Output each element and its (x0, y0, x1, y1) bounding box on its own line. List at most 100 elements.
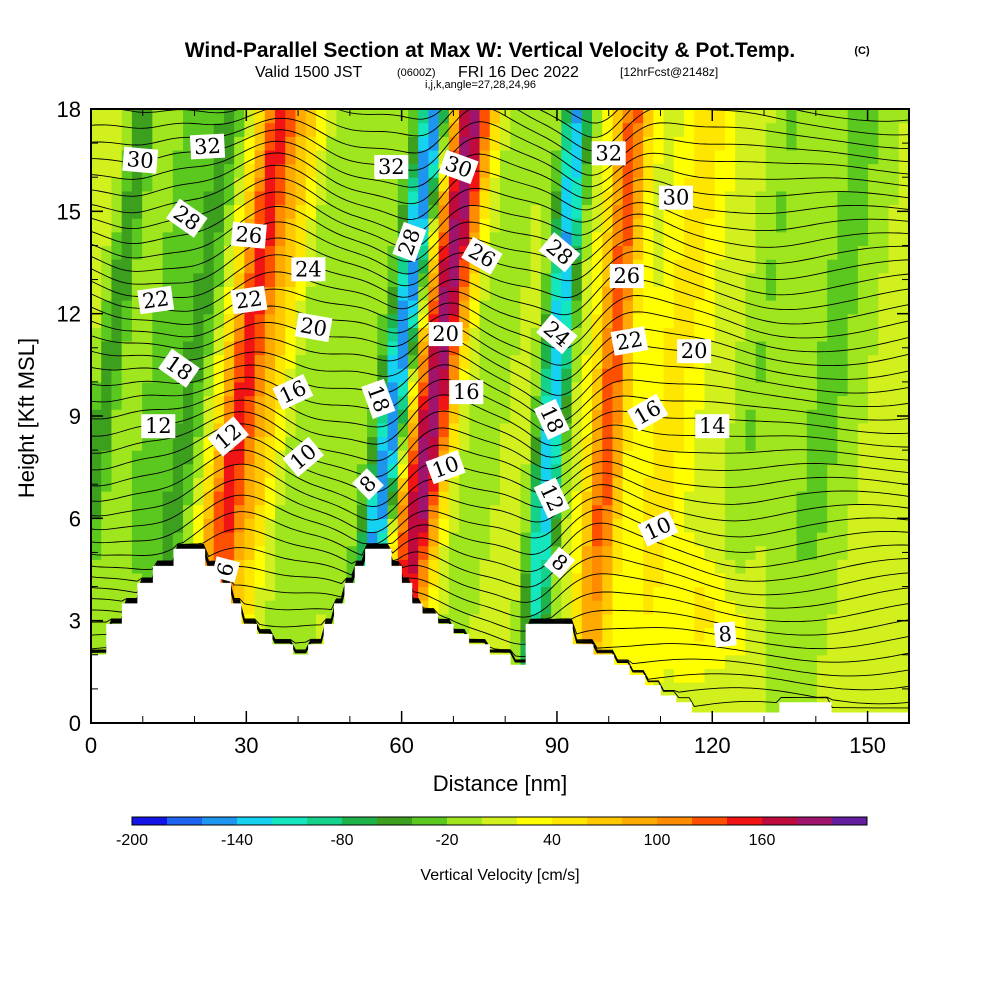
velocity-cell (776, 395, 787, 410)
velocity-cell (397, 327, 409, 342)
velocity-cell (397, 422, 409, 438)
velocity-cell (765, 122, 777, 137)
velocity-cell (101, 327, 113, 342)
velocity-cell (510, 245, 522, 260)
velocity-cell (827, 259, 839, 274)
velocity-cell (878, 477, 890, 492)
velocity-cell (653, 109, 665, 124)
velocity-cell (673, 313, 685, 328)
velocity-cell (581, 272, 593, 287)
velocity-cell (479, 354, 491, 369)
velocity-cell (632, 613, 644, 629)
velocity-cell (111, 109, 123, 124)
velocity-cell (234, 450, 245, 465)
velocity-cell (356, 327, 368, 342)
velocity-cell (898, 190, 909, 206)
velocity-cell (796, 395, 808, 410)
velocity-cell (244, 450, 256, 465)
velocity-cell (571, 463, 583, 478)
velocity-cell (847, 409, 859, 424)
velocity-cell (142, 531, 153, 547)
velocity-cell (428, 190, 440, 206)
velocity-cell (397, 177, 409, 192)
velocity-cell (643, 190, 654, 206)
velocity-cell (367, 463, 378, 478)
velocity-cell (796, 613, 808, 629)
velocity-cell (643, 259, 654, 274)
velocity-cell (530, 204, 542, 219)
velocity-cell (663, 450, 675, 465)
velocity-cell (510, 545, 522, 560)
velocity-cell (142, 518, 153, 533)
velocity-cell (530, 286, 542, 301)
velocity-cell (796, 231, 808, 247)
isentrope-line (91, 121, 909, 176)
velocity-cell (898, 491, 909, 506)
velocity-cell (847, 163, 859, 178)
velocity-cell (407, 313, 419, 328)
velocity-cell (448, 122, 460, 137)
velocity-cell (152, 504, 164, 519)
velocity-cell (500, 477, 511, 492)
velocity-cell (295, 545, 307, 560)
velocity-cell (745, 313, 757, 328)
velocity-cell (520, 422, 532, 438)
contour-label: 14 (695, 414, 730, 439)
velocity-cell (131, 177, 143, 192)
velocity-cell (878, 231, 890, 247)
velocity-cell (837, 327, 849, 342)
contour-label-bg (137, 285, 175, 315)
velocity-cell (898, 518, 909, 533)
velocity-cell (489, 545, 501, 560)
velocity-cell (724, 340, 736, 356)
velocity-cell (571, 600, 583, 615)
velocity-cell (152, 368, 164, 383)
velocity-cell (111, 190, 123, 206)
velocity-cell (438, 600, 450, 615)
velocity-cell (755, 518, 767, 533)
velocity-cell (735, 409, 747, 424)
velocity-cell (438, 422, 450, 438)
velocity-cell (131, 450, 143, 465)
velocity-cell (796, 381, 808, 397)
velocity-cell (418, 122, 430, 137)
velocity-cell (724, 272, 736, 287)
velocity-cell (602, 190, 614, 206)
velocity-cell (530, 177, 542, 192)
velocity-cell (898, 177, 909, 192)
velocity-cell (806, 272, 818, 287)
velocity-cell (244, 149, 256, 165)
velocity-cell (223, 518, 235, 533)
velocity-cell (346, 559, 358, 574)
velocity-cell (714, 354, 726, 369)
velocity-cell (387, 354, 399, 369)
velocity-cell (315, 613, 327, 629)
velocity-cell (602, 368, 614, 383)
velocity-cell (571, 204, 583, 219)
velocity-cell (571, 531, 583, 547)
velocity-cell (305, 477, 317, 492)
velocity-cell (469, 545, 481, 560)
velocity-cell (489, 627, 501, 642)
velocity-cell (878, 504, 890, 519)
velocity-cell (878, 109, 890, 124)
velocity-cell (377, 409, 389, 424)
velocity-cell (694, 613, 706, 629)
velocity-cell (101, 109, 113, 124)
velocity-cell (510, 231, 522, 247)
velocity-cell (694, 272, 706, 287)
velocity-cell (632, 463, 644, 478)
velocity-cell (285, 368, 297, 383)
velocity-cell (592, 436, 603, 451)
velocity-cell (776, 327, 787, 342)
velocity-cell (551, 163, 562, 178)
velocity-cell (234, 327, 245, 342)
velocity-cell (673, 572, 685, 588)
velocity-cell (183, 409, 194, 424)
contour-label-bg (626, 393, 669, 432)
velocity-cell (131, 313, 143, 328)
velocity-cell (704, 436, 716, 451)
velocity-cell (91, 395, 102, 410)
velocity-cell (684, 654, 695, 670)
velocity-cell (346, 259, 358, 274)
